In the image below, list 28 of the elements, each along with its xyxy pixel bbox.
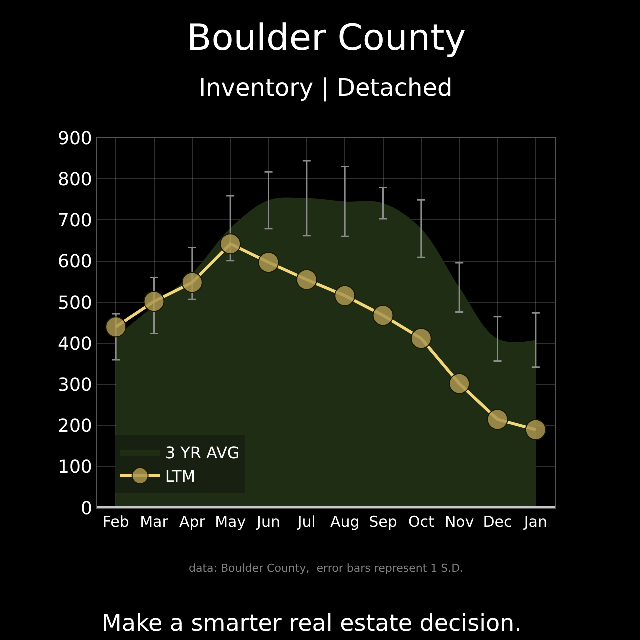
y-tick-label: 300 <box>58 374 92 396</box>
x-tick-label: Jan <box>523 513 548 531</box>
x-tick-label: May <box>215 513 246 531</box>
y-tick-label: 100 <box>58 457 92 478</box>
x-tick-label: Apr <box>179 513 206 531</box>
x-tick-label: Nov <box>444 513 474 531</box>
x-tick-label: Dec <box>483 513 512 531</box>
text: data: Boulder County, error bars represent 1 S.D. <box>189 562 464 575</box>
x-tick-label: Mar <box>140 513 170 531</box>
legend-label: 3 YR AVG <box>165 443 240 462</box>
y-tick-label: 700 <box>58 210 92 232</box>
legend-label: LTM <box>165 467 196 486</box>
y-tick-label: 200 <box>58 416 92 438</box>
y-tick-label: 400 <box>58 334 92 355</box>
chart-title: Boulder County <box>187 18 466 59</box>
chart-subtitle: Inventory | Detached <box>199 74 453 102</box>
y-tick-label: 600 <box>58 252 92 273</box>
x-tick-label: Jun <box>256 513 280 531</box>
x-tick-label: Sep <box>369 513 398 531</box>
y-tick-label: 900 <box>58 128 92 150</box>
y-tick-label: 500 <box>58 292 92 314</box>
y-tick-label: 800 <box>58 169 92 190</box>
text: Make a smarter real estate decision. <box>102 611 522 637</box>
y-tick-label: 0 <box>80 498 92 520</box>
x-tick-label: Feb <box>102 513 130 531</box>
x-tick-label: Aug <box>330 513 360 531</box>
x-tick-label: Oct <box>408 513 435 531</box>
x-tick-label: Jul <box>296 513 316 531</box>
